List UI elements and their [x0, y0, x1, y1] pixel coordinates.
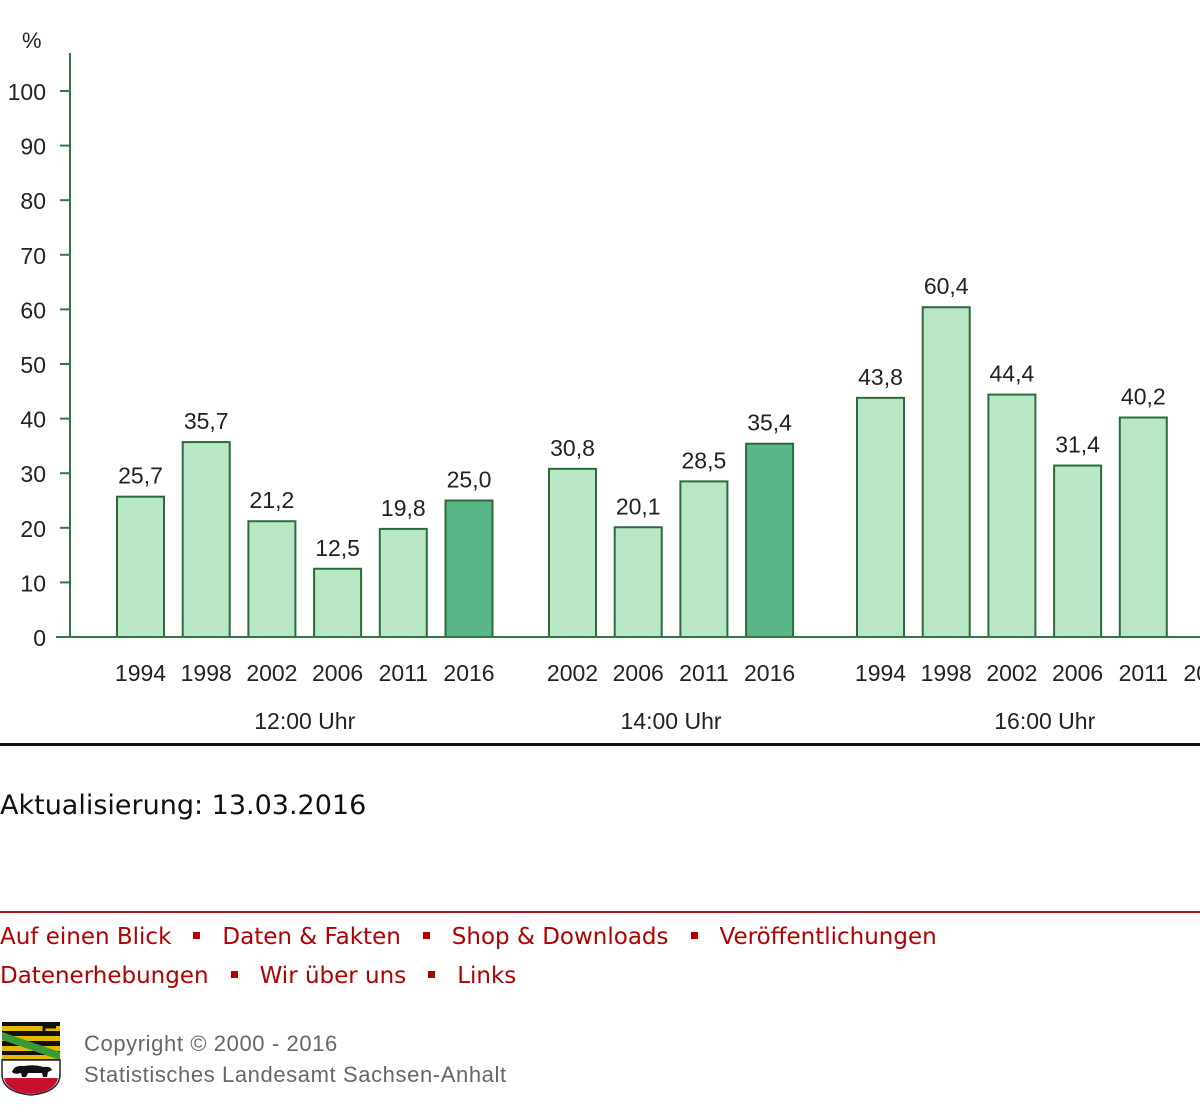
bar — [987, 393, 1037, 638]
bar-value-label: 21,2 — [250, 487, 295, 513]
y-axis-unit-label: % — [22, 28, 42, 53]
x-tick-label: 2011 — [379, 660, 428, 686]
x-tick-label: 1998 — [181, 660, 232, 686]
y-tick-label: 20 — [20, 516, 46, 542]
bar-value-label: 28,5 — [682, 447, 727, 473]
x-tick-label: 2016 — [1183, 660, 1200, 686]
bar-value-label: 60,4 — [924, 273, 969, 299]
bar-value-label: 30,8 — [550, 435, 595, 461]
bar-value-label: 31,4 — [1055, 432, 1100, 458]
x-tick-label: 1994 — [855, 660, 906, 686]
bar-value-label: 43,8 — [858, 364, 903, 390]
nav-separator — [690, 932, 698, 939]
bar-value-label: 44,4 — [990, 361, 1035, 387]
x-tick-label: 2011 — [1119, 660, 1168, 686]
nav-separator — [193, 932, 201, 939]
bar — [313, 567, 363, 638]
x-tick-label: 2006 — [1052, 660, 1103, 686]
bar — [444, 499, 494, 638]
nav-link-auf-einen-blick[interactable]: Auf einen Blick — [0, 924, 172, 950]
nav-link-datenerhebungen[interactable]: Datenerhebungen — [0, 963, 209, 989]
bar — [921, 306, 971, 638]
footer-divider — [0, 911, 1200, 913]
bar-value-label: 35,4 — [747, 410, 792, 436]
coat-of-arms-icon — [1, 1022, 61, 1096]
y-tick-label: 10 — [20, 570, 46, 596]
y-tick-label: 70 — [20, 243, 46, 269]
y-tick-label: 90 — [20, 134, 46, 160]
nav-link-wir-ueber-uns[interactable]: Wir über uns — [259, 963, 407, 989]
y-tick-label: 40 — [20, 407, 46, 433]
x-group-label: 14:00 Uhr — [621, 708, 722, 734]
copyright-line: Copyright © 2000 - 2016 — [84, 1031, 338, 1056]
x-tick-label: 2002 — [547, 660, 598, 686]
bar — [378, 527, 428, 639]
bar — [679, 480, 729, 639]
bar — [247, 520, 297, 638]
bar-value-label: 25,7 — [118, 463, 163, 489]
nav-link-daten-fakten[interactable]: Daten & Fakten — [222, 924, 401, 950]
y-tick-label: 80 — [20, 188, 46, 214]
nav-separator — [428, 971, 436, 978]
bar-value-label: 19,8 — [381, 495, 426, 521]
copyright-text: Copyright © 2000 - 2016 Statistisches La… — [84, 1028, 507, 1090]
footer-nav-row-2: Datenerhebungen Wir über uns Links — [0, 963, 516, 989]
x-tick-label: 2002 — [246, 660, 297, 686]
y-tick-label: 30 — [20, 461, 46, 487]
bar-value-label: 12,5 — [315, 535, 360, 561]
bar-value-label: 40,2 — [1121, 384, 1166, 410]
x-tick-label: 2002 — [986, 660, 1037, 686]
x-group-label: 12:00 Uhr — [254, 708, 355, 734]
chart-bottom-divider — [0, 743, 1200, 746]
copyright-owner: Statistisches Landesamt Sachsen-Anhalt — [84, 1062, 507, 1087]
bar — [1118, 416, 1168, 638]
bar — [745, 442, 795, 638]
x-tick-label: 2011 — [679, 660, 728, 686]
y-tick-label: 60 — [20, 297, 46, 323]
bar — [181, 441, 231, 638]
nav-link-shop-downloads[interactable]: Shop & Downloads — [451, 924, 669, 950]
nav-link-links[interactable]: Links — [457, 963, 517, 989]
x-tick-label: 1998 — [921, 660, 972, 686]
x-tick-label: 2016 — [443, 660, 494, 686]
y-tick-label: 0 — [33, 625, 46, 651]
bar-chart: % 0 10 20 30 40 50 60 70 80 90 100 25,7 1994 35,7 199… — [8, 28, 1200, 734]
x-tick-label: 2006 — [613, 660, 664, 686]
x-tick-label: 1994 — [115, 660, 166, 686]
bar-value-label: 35,7 — [184, 408, 229, 434]
x-tick-label: 2016 — [744, 660, 795, 686]
bar — [1053, 464, 1103, 638]
footer-nav-row-1: Auf einen Blick Daten & Fakten Shop & Down… — [0, 924, 937, 950]
bar — [613, 526, 663, 639]
bar-value-label: 20,1 — [616, 493, 661, 519]
nav-separator — [230, 971, 238, 978]
y-tick-label: 100 — [8, 79, 46, 105]
nav-link-veroeffentlichungen[interactable]: Veröffentlichungen — [719, 924, 937, 950]
x-tick-label: 2006 — [312, 660, 363, 686]
update-date-text: Aktualisierung: 13.03.2016 — [0, 790, 367, 821]
nav-separator — [422, 932, 430, 939]
bar — [548, 467, 597, 638]
bar — [856, 396, 905, 638]
y-tick-label: 50 — [20, 352, 46, 378]
bar — [116, 495, 165, 639]
x-group-label: 16:00 Uhr — [994, 708, 1095, 734]
bar-value-label: 25,0 — [447, 467, 492, 493]
